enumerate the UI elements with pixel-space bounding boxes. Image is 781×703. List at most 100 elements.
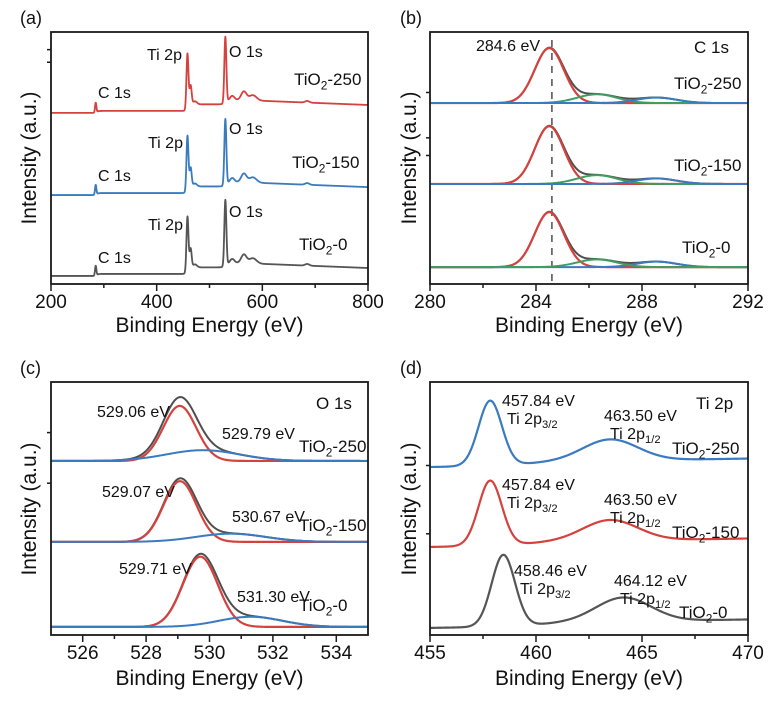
peak-label-ti-2p-a: Ti 2p xyxy=(148,217,183,234)
x-tick-label-b-284: 284 xyxy=(520,292,552,313)
y-axis-ticks-d xyxy=(426,464,430,535)
curve-survey-tio2-250 xyxy=(51,35,368,114)
sample-label-tio2-150-b: TiO2-150 xyxy=(674,156,742,179)
panel-letter-a: (a) xyxy=(20,8,42,28)
sample-label-tio2-250-a: TiO2-250 xyxy=(294,70,362,93)
peak-label-o-1s-a: O 1s xyxy=(229,44,263,61)
x-tick-label-d-455: 455 xyxy=(414,643,446,664)
plot-d: 455 460 465 470 xyxy=(414,381,764,664)
x-axis-title-a: Binding Energy (eV) xyxy=(115,314,304,337)
x-tick-labels-c: 526 528 530 532 534 xyxy=(67,643,353,664)
sample-label-tio2-250-c: TiO2-250 xyxy=(299,437,367,460)
peak-label-ti-2p1-2-d: Ti 2p1/2 xyxy=(620,591,671,612)
peak-label-c-1s-a: C 1s xyxy=(98,250,131,267)
curve-survey-tio2-0 xyxy=(51,198,368,277)
peak-label-c-1s-a: C 1s xyxy=(98,168,131,185)
peak-label-463-50-ev-d: 463.50 eV xyxy=(604,492,677,509)
x-tick-labels-b: 280 284 288 292 xyxy=(414,292,764,313)
x-tick-label-d-470: 470 xyxy=(732,643,764,664)
peak-label-531-30-ev-c: 531.30 eV xyxy=(237,589,310,606)
curve-fit-oh-tio2-0 xyxy=(51,615,368,628)
x-tick-label-a-600: 600 xyxy=(246,292,278,313)
peak-label-457-84-ev-d: 457.84 eV xyxy=(502,477,575,494)
plot-b: 280 284 288 292 xyxy=(414,31,764,313)
peak-label-530-67-ev-c: 530.67 eV xyxy=(232,509,305,526)
peak-label-284-6-ev-b: 284.6 eV xyxy=(476,38,541,55)
peak-label-ti-2p3-2-d: Ti 2p3/2 xyxy=(507,495,558,516)
curve-fit-oh-tio2-250 xyxy=(51,449,368,462)
peak-label-529-06-ev-c: 529.06 eV xyxy=(97,404,170,421)
peak-label-ti-2p1-2-d: Ti 2p1/2 xyxy=(610,426,661,447)
curve-fit-oh-tio2-150 xyxy=(51,532,368,543)
peak-label-529-71-ev-c: 529.71 eV xyxy=(119,561,192,578)
curve-ti2p-tio2-0 xyxy=(430,553,748,630)
peak-label-463-50-ev-d: 463.50 eV xyxy=(604,408,677,425)
sample-label-tio2-150-c: TiO2-150 xyxy=(299,516,367,539)
x-tick-label-a-800: 800 xyxy=(352,292,384,313)
x-tick-label-b-280: 280 xyxy=(414,292,446,313)
sample-label-tio2-150-d: TiO2-150 xyxy=(672,523,740,546)
x-tick-label-b-292: 292 xyxy=(732,292,764,313)
curves-d xyxy=(430,399,748,630)
peak-label-o-1s-a: O 1s xyxy=(229,204,263,221)
sample-label-tio2-250-b: TiO2-250 xyxy=(674,74,742,97)
peak-label-ti-2p1-2-d: Ti 2p1/2 xyxy=(610,510,661,531)
curves-b xyxy=(430,46,748,269)
region-label-o-1s-c: O 1s xyxy=(316,394,352,413)
region-label-c-1s-b: C 1s xyxy=(694,38,729,57)
sample-label-tio2-0-b: TiO2-0 xyxy=(682,238,731,261)
peak-label-ti-2p3-2-d: Ti 2p3/2 xyxy=(520,581,571,602)
x-tick-label-d-460: 460 xyxy=(520,643,552,664)
panel-letter-c: (c) xyxy=(20,358,41,378)
peak-label-457-84-ev-d: 457.84 eV xyxy=(502,393,575,410)
peak-label-464-12-ev-d: 464.12 eV xyxy=(614,573,687,590)
y-axis-ticks-a xyxy=(47,48,51,63)
peak-label-529-07-ev-c: 529.07 eV xyxy=(102,484,175,501)
x-tick-label-c-532: 532 xyxy=(257,643,289,664)
x-tick-labels-d: 455 460 465 470 xyxy=(414,643,764,664)
x-axis-ticks-c xyxy=(81,635,338,642)
plot-c: 526 528 530 532 534 xyxy=(47,381,369,664)
peak-label-ti-2p-a: Ti 2p xyxy=(148,135,183,152)
x-axis-ticks-d xyxy=(429,635,749,642)
x-axis-ticks-b xyxy=(429,284,749,291)
y-axis-ticks-b xyxy=(426,91,430,157)
plot-a: 200 400 600 800 xyxy=(35,31,384,313)
curve-ti2p-tio2-150 xyxy=(430,479,748,549)
x-tick-label-c-530: 530 xyxy=(194,643,226,664)
x-tick-labels-a: 200 400 600 800 xyxy=(35,292,384,313)
peak-label-c-1s-a: C 1s xyxy=(98,85,131,102)
region-label-ti-2p-d: Ti 2p xyxy=(696,394,734,413)
curve-fit-oco-tio2-250 xyxy=(430,96,748,105)
curve-fit-oco-tio2-150 xyxy=(430,177,748,185)
peak-label-o-1s-a: O 1s xyxy=(229,121,263,138)
sample-label-tio2-250-d: TiO2-250 xyxy=(672,439,740,462)
x-axis-title-c: Binding Energy (eV) xyxy=(115,667,304,690)
panel-letter-d: (d) xyxy=(400,358,422,378)
panel-d: (d) Intensity (a.u.) Binding Energy (eV) 45… xyxy=(390,350,781,703)
sample-label-tio2-0-a: TiO2-0 xyxy=(299,235,348,258)
panel-b: (b) Intensity (a.u.) Binding Energy (eV) 28… xyxy=(390,0,781,350)
x-tick-label-a-400: 400 xyxy=(141,292,173,313)
x-tick-label-c-534: 534 xyxy=(320,643,352,664)
x-tick-label-c-526: 526 xyxy=(67,643,99,664)
panel-letter-b: (b) xyxy=(400,8,422,28)
y-axis-ticks-c xyxy=(47,431,51,484)
x-axis-title-d: Binding Energy (eV) xyxy=(495,667,683,690)
x-tick-label-c-528: 528 xyxy=(130,643,162,664)
sample-label-tio2-0-c: TiO2-0 xyxy=(299,596,348,619)
curve-ti2p-tio2-250 xyxy=(430,399,748,469)
curves-a xyxy=(51,35,368,277)
x-tick-label-a-200: 200 xyxy=(35,292,67,313)
x-axis-ticks-a xyxy=(50,284,369,291)
peak-label-458-46-ev-d: 458.46 eV xyxy=(514,563,587,580)
curves-c xyxy=(51,396,368,628)
curve-survey-tio2-150 xyxy=(51,117,368,196)
sample-label-tio2-150-a: TiO2-150 xyxy=(292,153,360,176)
x-tick-label-d-465: 465 xyxy=(626,643,658,664)
sample-label-tio2-0-d: TiO2-0 xyxy=(679,603,728,626)
x-tick-label-b-288: 288 xyxy=(626,292,658,313)
peak-label-ti-2p3-2-d: Ti 2p3/2 xyxy=(507,411,558,432)
panel-a: (a) Intensity (a.u.) Binding Energy (eV) 20… xyxy=(0,0,390,350)
